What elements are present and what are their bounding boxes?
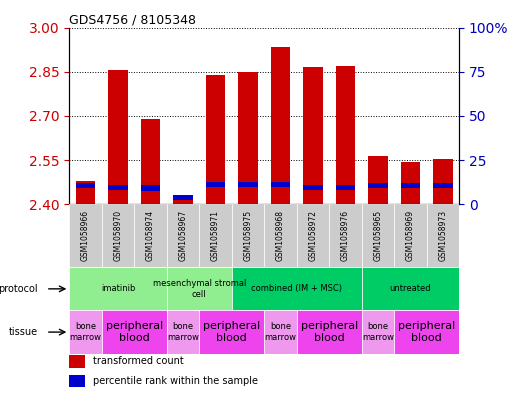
- Bar: [238, 182, 258, 187]
- Bar: [76, 183, 95, 188]
- Text: percentile rank within the sample: percentile rank within the sample: [93, 376, 258, 386]
- Bar: [167, 267, 232, 310]
- Bar: [134, 204, 167, 267]
- Bar: [271, 182, 290, 187]
- Bar: [401, 162, 420, 204]
- Bar: [394, 310, 459, 354]
- Text: GSM1058972: GSM1058972: [308, 210, 318, 261]
- Bar: [362, 204, 394, 267]
- Bar: [401, 183, 420, 188]
- Bar: [173, 195, 193, 200]
- Text: bone
marrow: bone marrow: [264, 322, 297, 342]
- Bar: [433, 183, 452, 188]
- Text: imatinib: imatinib: [101, 285, 135, 293]
- Text: peripheral
blood: peripheral blood: [203, 321, 260, 343]
- Bar: [141, 119, 160, 204]
- Bar: [199, 310, 264, 354]
- Bar: [141, 185, 160, 191]
- Bar: [433, 159, 452, 204]
- Bar: [102, 204, 134, 267]
- Bar: [368, 183, 388, 188]
- Bar: [336, 185, 355, 190]
- Bar: [69, 310, 102, 354]
- Text: bone
marrow: bone marrow: [362, 322, 394, 342]
- Text: bone
marrow: bone marrow: [167, 322, 199, 342]
- Text: untreated: untreated: [389, 285, 431, 293]
- Bar: [108, 70, 128, 204]
- Text: GSM1058976: GSM1058976: [341, 210, 350, 261]
- Bar: [362, 267, 459, 310]
- Bar: [271, 47, 290, 204]
- Bar: [206, 75, 225, 204]
- Text: GSM1058969: GSM1058969: [406, 210, 415, 261]
- Text: GSM1058975: GSM1058975: [244, 210, 252, 261]
- Bar: [69, 204, 102, 267]
- Text: tissue: tissue: [9, 327, 38, 337]
- Bar: [102, 310, 167, 354]
- Bar: [69, 267, 167, 310]
- Text: peripheral
blood: peripheral blood: [106, 321, 163, 343]
- Bar: [362, 310, 394, 354]
- Text: protocol: protocol: [0, 284, 38, 294]
- Bar: [303, 185, 323, 190]
- Text: peripheral
blood: peripheral blood: [398, 321, 455, 343]
- Bar: [69, 375, 85, 387]
- Text: GSM1058973: GSM1058973: [439, 210, 447, 261]
- Bar: [303, 67, 323, 204]
- Bar: [336, 66, 355, 204]
- Bar: [206, 182, 225, 187]
- Bar: [167, 310, 199, 354]
- Text: GSM1058967: GSM1058967: [179, 210, 187, 261]
- Text: GDS4756 / 8105348: GDS4756 / 8105348: [69, 13, 196, 26]
- Bar: [232, 204, 264, 267]
- Bar: [297, 310, 362, 354]
- Text: GSM1058965: GSM1058965: [373, 210, 382, 261]
- Bar: [264, 310, 297, 354]
- Bar: [238, 72, 258, 204]
- Text: GSM1058966: GSM1058966: [81, 210, 90, 261]
- Bar: [297, 204, 329, 267]
- Bar: [76, 181, 95, 204]
- Bar: [173, 198, 193, 204]
- Text: GSM1058971: GSM1058971: [211, 210, 220, 261]
- Text: GSM1058970: GSM1058970: [113, 210, 123, 261]
- Text: peripheral
blood: peripheral blood: [301, 321, 358, 343]
- Bar: [167, 204, 199, 267]
- Text: GSM1058974: GSM1058974: [146, 210, 155, 261]
- Bar: [108, 185, 128, 190]
- Bar: [427, 204, 459, 267]
- Bar: [69, 355, 85, 368]
- Text: mesenchymal stromal
cell: mesenchymal stromal cell: [152, 279, 246, 299]
- Bar: [199, 204, 232, 267]
- Text: GSM1058968: GSM1058968: [276, 210, 285, 261]
- Text: combined (IM + MSC): combined (IM + MSC): [251, 285, 342, 293]
- Text: transformed count: transformed count: [93, 356, 184, 367]
- Bar: [394, 204, 427, 267]
- Text: bone
marrow: bone marrow: [69, 322, 102, 342]
- Bar: [329, 204, 362, 267]
- Bar: [368, 156, 388, 204]
- Bar: [264, 204, 297, 267]
- Bar: [232, 267, 362, 310]
